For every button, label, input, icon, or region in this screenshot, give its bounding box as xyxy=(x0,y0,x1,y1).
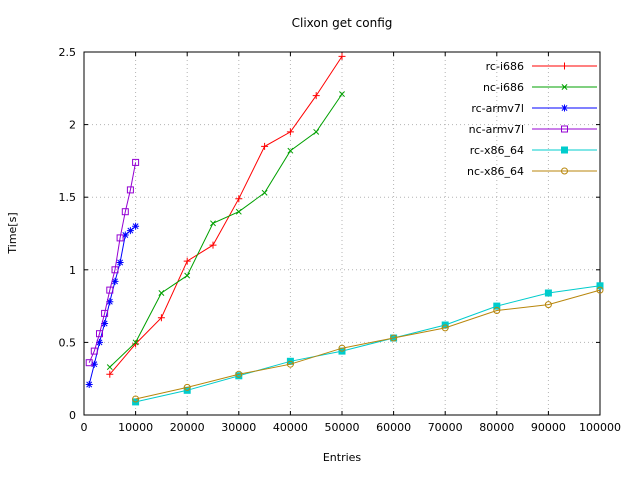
marker-nc-armv7l xyxy=(90,347,98,355)
marker-nc-armv7l xyxy=(111,266,119,274)
marker-nc-i686 xyxy=(287,147,294,154)
marker-nc-i686 xyxy=(184,272,191,279)
x-tick-label: 90000 xyxy=(531,421,566,434)
series-line-nc-x86_64 xyxy=(135,289,601,400)
x-tick-label: 20000 xyxy=(170,421,205,434)
y-tick-label: 0.5 xyxy=(59,336,77,349)
marker-nc-i686 xyxy=(210,220,216,227)
series-line-rc-x86_64 xyxy=(135,285,601,403)
marker-rc-x86_64 xyxy=(596,282,604,290)
marker-rc-armv7l xyxy=(116,259,124,266)
legend-marker-nc-armv7l xyxy=(561,125,568,133)
marker-nc-armv7l xyxy=(116,234,124,242)
marker-nc-armv7l xyxy=(106,286,114,294)
x-tick-label: 30000 xyxy=(221,421,256,434)
marker-rc-i686 xyxy=(209,241,217,249)
legend-label-nc-i686: nc-i686 xyxy=(483,81,524,94)
legend-marker-rc-armv7l xyxy=(561,104,568,112)
marker-rc-i686 xyxy=(235,195,243,203)
marker-rc-i686 xyxy=(157,314,165,322)
marker-rc-armv7l xyxy=(96,338,103,346)
marker-rc-armv7l xyxy=(106,298,114,306)
marker-rc-x86_64 xyxy=(544,289,552,297)
marker-nc-x86_64 xyxy=(596,286,604,294)
marker-nc-x86_64 xyxy=(132,395,140,403)
legend-marker-nc-i686 xyxy=(561,84,568,90)
marker-rc-i686 xyxy=(261,142,269,150)
y-tick-label: 2.5 xyxy=(59,46,77,59)
marker-rc-armv7l xyxy=(126,227,134,235)
marker-nc-x86_64 xyxy=(338,344,346,352)
marker-nc-i686 xyxy=(106,364,113,371)
marker-rc-i686 xyxy=(312,92,320,100)
marker-nc-armv7l xyxy=(101,309,109,317)
x-tick-label: 80000 xyxy=(479,421,514,434)
y-tick-label: 1 xyxy=(69,264,76,277)
x-tick-label: 60000 xyxy=(376,421,411,434)
marker-nc-x86_64 xyxy=(441,324,449,332)
marker-rc-armv7l xyxy=(90,360,98,368)
y-tick-label: 0 xyxy=(69,409,76,422)
marker-nc-i686 xyxy=(339,91,345,98)
marker-nc-i686 xyxy=(158,290,165,296)
marker-rc-x86_64 xyxy=(493,302,501,310)
marker-rc-i686 xyxy=(286,128,294,136)
legend-label-rc-i686: rc-i686 xyxy=(486,60,524,73)
marker-nc-i686 xyxy=(313,128,320,135)
x-tick-label: 0 xyxy=(81,421,88,434)
marker-nc-x86_64 xyxy=(493,307,501,314)
legend-label-nc-armv7l: nc-armv7l xyxy=(469,123,524,136)
y-axis-label: Time[s] xyxy=(6,212,19,254)
x-tick-label: 100000 xyxy=(579,421,621,434)
marker-nc-armv7l xyxy=(96,330,103,338)
x-tick-label: 70000 xyxy=(428,421,463,434)
x-tick-label: 10000 xyxy=(118,421,153,434)
marker-nc-armv7l xyxy=(121,208,129,216)
marker-nc-armv7l xyxy=(132,158,140,166)
marker-rc-armv7l xyxy=(132,222,140,230)
marker-nc-i686 xyxy=(261,189,268,196)
y-tick-label: 2 xyxy=(69,119,76,132)
legend-label-rc-x86_64: rc-x86_64 xyxy=(470,144,524,157)
marker-rc-i686 xyxy=(106,370,114,378)
y-tick-label: 1.5 xyxy=(59,191,77,204)
x-tick-label: 40000 xyxy=(273,421,308,434)
marker-nc-x86_64 xyxy=(390,334,398,342)
chart-title: Clixon get config xyxy=(292,16,393,30)
marker-rc-armv7l xyxy=(121,231,129,239)
marker-rc-armv7l xyxy=(101,320,109,327)
legend-label-rc-armv7l: rc-armv7l xyxy=(471,102,524,115)
x-axis-label: Entries xyxy=(323,451,362,464)
marker-nc-armv7l xyxy=(126,186,134,194)
legend-label-nc-x86_64: nc-x86_64 xyxy=(467,165,524,178)
marker-nc-i686 xyxy=(132,339,139,346)
legend-marker-rc-x86_64 xyxy=(561,146,568,154)
marker-nc-x86_64 xyxy=(235,370,243,378)
legend-marker-nc-x86_64 xyxy=(561,167,568,175)
series-line-rc-armv7l xyxy=(88,225,136,385)
marker-nc-x86_64 xyxy=(286,360,294,368)
plot-layer: 0 10000 20000 30000 40000 50000 60000 70000 8000… xyxy=(59,46,622,434)
series-line-nc-armv7l xyxy=(88,162,137,363)
marker-nc-i686 xyxy=(235,208,242,215)
legend-marker-rc-i686 xyxy=(561,62,568,70)
marker-nc-armv7l xyxy=(85,359,93,367)
marker-rc-armv7l xyxy=(85,381,93,388)
marker-rc-armv7l xyxy=(111,277,119,285)
marker-nc-x86_64 xyxy=(544,301,552,309)
marker-nc-x86_64 xyxy=(183,383,191,391)
marker-rc-i686 xyxy=(338,52,346,60)
x-tick-label: 50000 xyxy=(325,421,360,434)
series-line-nc-i686 xyxy=(109,93,343,368)
series-line-rc-i686 xyxy=(109,56,343,375)
marker-rc-i686 xyxy=(183,257,191,265)
